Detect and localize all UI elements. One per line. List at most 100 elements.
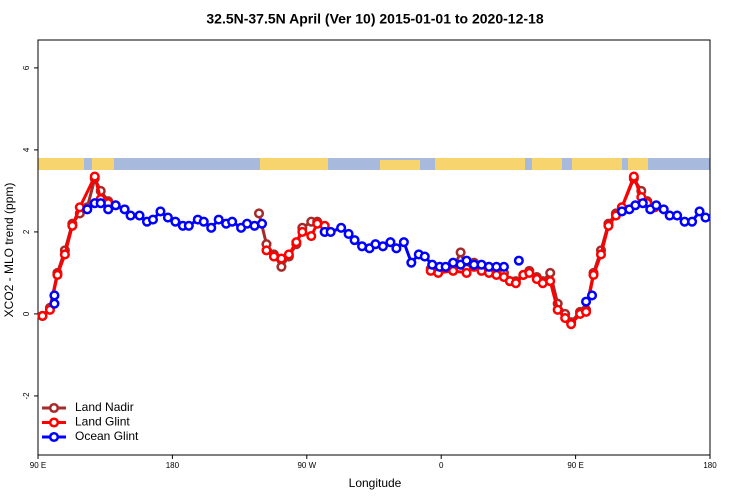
data-point [37,310,48,322]
data-point [67,220,78,231]
land-ocean-strip [38,158,710,170]
data-point [119,204,130,215]
land-band [572,158,622,170]
data-point [461,255,472,266]
data-point [276,253,287,264]
land-band [435,158,525,170]
data-point [291,237,302,248]
y-tick-label: 4 [22,147,31,152]
data-point [82,204,93,215]
data-point [672,210,683,221]
data-point [595,249,607,260]
x-tick-label: 180 [703,461,717,470]
x-tick-label: 90 E [567,461,583,470]
y-tick-label: 2 [22,229,31,234]
land-band [532,158,562,170]
data-point [206,222,217,233]
data-point [155,206,166,217]
data-point [510,278,521,289]
data-point [253,208,265,219]
data-point [49,290,60,301]
data-point [545,276,556,287]
data-point [581,306,592,317]
legend-label: Land Nadir [75,400,134,414]
data-point [461,267,472,278]
data-point [349,235,360,246]
data-point [110,200,121,211]
y-axis-label: XCO2 - MLO trend (ppm) [2,183,16,318]
data-point [283,249,294,260]
data-point [297,226,308,237]
legend-label: Ocean Glint [75,429,139,443]
data-point [261,245,272,256]
x-tick-label: 180 [166,461,180,470]
land-band [260,158,328,170]
data-point [406,257,417,268]
y-tick-label: -2 [22,392,31,400]
data-point [694,206,705,217]
data-point [560,312,571,324]
land-band [38,158,84,170]
data-point [588,269,599,281]
plot-frame [37,39,711,456]
data-point [552,304,563,315]
data-point [125,210,136,221]
data-point [498,261,509,272]
data-point [637,198,648,209]
legend-marker [48,431,60,443]
legend-marker [48,402,60,414]
data-point [103,204,114,215]
data-point [89,171,100,182]
land-band [380,160,420,170]
chart-title: 32.5N-37.5N April (Ver 10) 2015-01-01 to… [206,11,543,27]
data-point [95,198,106,209]
data-point [134,210,145,221]
data-point [603,220,614,231]
data-point [183,220,194,231]
land-band [92,158,114,170]
data-point [59,249,70,260]
data-point [419,251,430,262]
data-point [524,267,535,278]
data-point [306,230,317,242]
data-point [566,319,577,330]
x-tick-label: 90 W [297,461,316,470]
data-point [455,247,466,258]
data-point [398,237,409,248]
data-point [336,222,347,233]
data-point [227,216,238,227]
data-point [628,171,639,182]
data-point [581,296,592,307]
data-point [343,228,354,240]
data-point [49,298,60,309]
data-point [658,204,669,215]
y-tick-label: 0 [22,311,31,316]
data-point [147,214,159,225]
data-point [162,212,173,223]
x-axis-label: Longitude [349,476,402,490]
data-point [52,269,63,281]
data-point [213,214,224,225]
data-point [325,226,336,237]
x-tick-label: 0 [439,461,444,470]
data-point [545,267,556,278]
data-point [700,212,711,223]
data-point [687,216,698,227]
data-point [440,261,451,272]
data-point [586,290,598,301]
x-tick-label: 90 E [30,461,46,470]
data-point [651,200,662,211]
data-point [198,216,209,227]
data-point [513,255,524,266]
data-point [170,216,181,227]
data-point [276,261,287,272]
data-point [385,237,396,248]
data-point [377,241,389,252]
y-tick-label: 6 [22,65,31,70]
data-point [391,243,402,254]
legend-marker [48,417,60,428]
land-band [628,158,648,170]
legend-label: Land Glint [75,415,130,429]
